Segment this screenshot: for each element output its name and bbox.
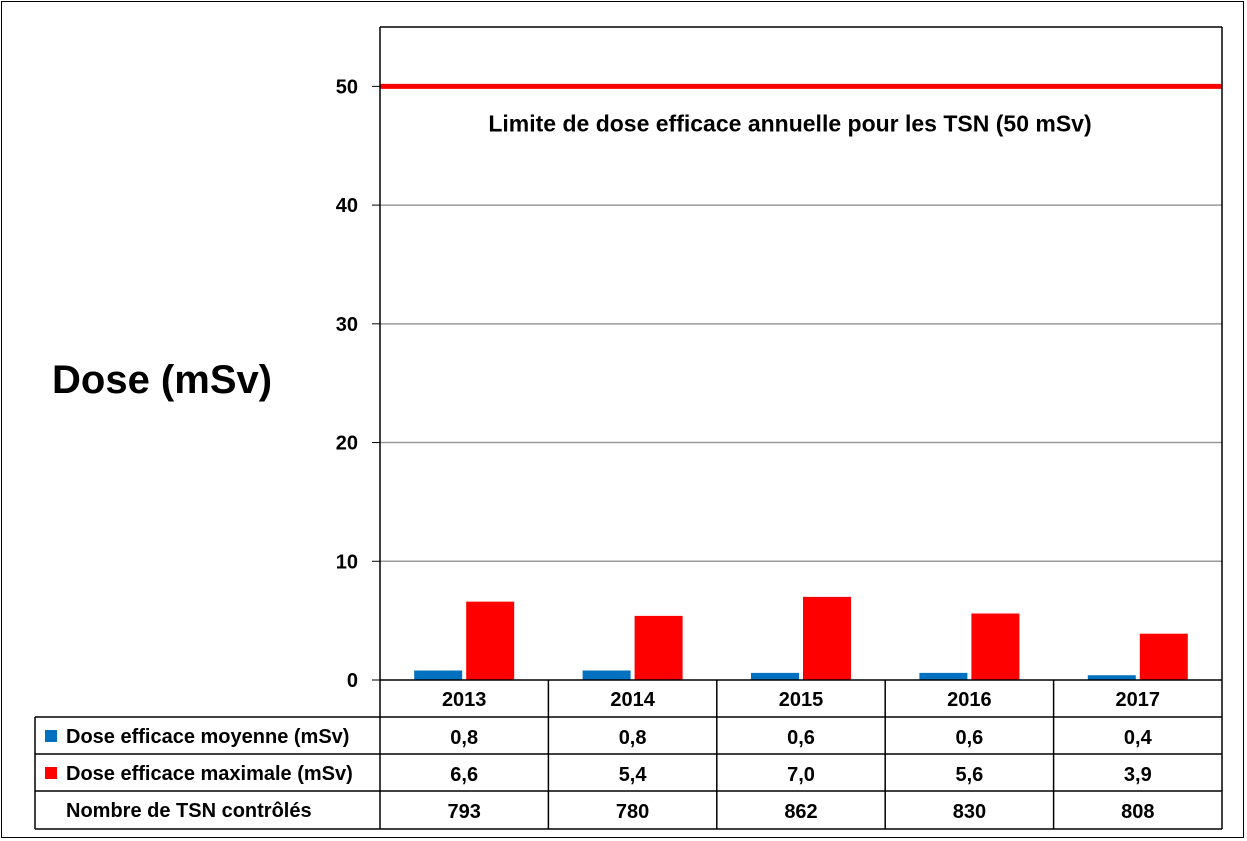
data-label: 780 — [616, 801, 649, 823]
bar-max — [1139, 633, 1188, 680]
data-label: 5,6 — [955, 764, 983, 786]
bar-mean — [1087, 675, 1136, 680]
legend-mean-swatch — [45, 730, 57, 742]
data-label: 0,8 — [450, 727, 478, 749]
data-label: 3,9 — [1124, 764, 1152, 786]
bar-mean — [582, 670, 631, 680]
legend-max-label: Dose efficace maximale (mSv) — [66, 763, 353, 785]
data-label: 0,6 — [787, 727, 815, 749]
category-label: 2015 — [779, 689, 824, 711]
bar-mean — [751, 672, 799, 680]
data-label: 5,4 — [619, 764, 648, 786]
y-tick-label: 40 — [336, 195, 358, 217]
y-tick-label: 20 — [336, 433, 358, 455]
category-label: 2017 — [1116, 689, 1161, 711]
y-tick-label: 10 — [336, 551, 358, 573]
legend-mean-label: Dose efficace moyenne (mSv) — [66, 726, 349, 748]
bar-max — [803, 596, 851, 680]
data-label: 830 — [953, 801, 986, 823]
y-tick-label: 0 — [347, 670, 358, 692]
data-label: 793 — [448, 801, 481, 823]
data-label: 6,6 — [450, 764, 478, 786]
bar-max — [971, 613, 1020, 680]
limit-line-label: Limite de dose efficace annuelle pour le… — [488, 110, 1091, 136]
data-label: 7,0 — [787, 764, 815, 786]
bar-mean — [919, 672, 968, 680]
bar-max — [466, 601, 515, 680]
category-label: 2013 — [442, 689, 487, 711]
category-label: 2014 — [610, 689, 655, 711]
category-label: 2016 — [947, 689, 992, 711]
row-count-label: Nombre de TSN contrôlés — [66, 800, 312, 822]
y-tick-label: 50 — [336, 76, 358, 98]
data-label: 0,6 — [955, 727, 983, 749]
bar-max — [634, 615, 683, 680]
legend-max-swatch — [45, 767, 57, 779]
data-label: 0,4 — [1124, 727, 1153, 749]
y-tick-label: 30 — [336, 314, 358, 336]
bar-mean — [414, 670, 463, 680]
data-label: 808 — [1121, 801, 1154, 823]
y-axis-label: Dose (mSv) — [52, 358, 273, 402]
data-label: 0,8 — [619, 727, 647, 749]
data-label: 862 — [784, 801, 817, 823]
